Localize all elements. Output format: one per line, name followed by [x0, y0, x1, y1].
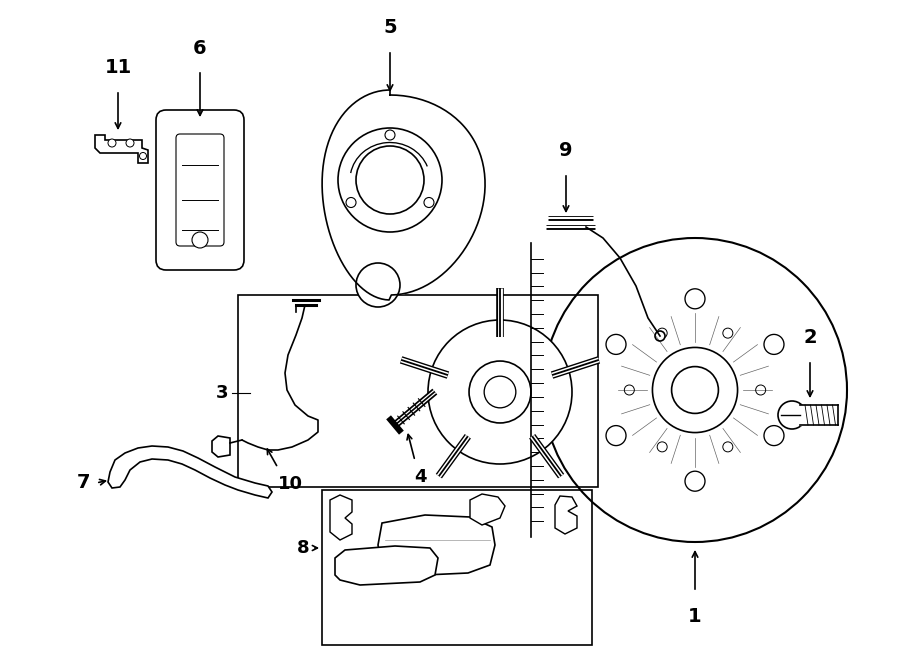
Text: 3: 3: [215, 384, 228, 402]
Text: 7: 7: [76, 473, 90, 492]
Circle shape: [685, 289, 705, 309]
Text: 2: 2: [803, 328, 817, 347]
Circle shape: [428, 320, 572, 464]
Polygon shape: [330, 495, 352, 540]
Text: 5: 5: [383, 18, 397, 37]
Circle shape: [346, 198, 356, 208]
Polygon shape: [322, 90, 485, 300]
Circle shape: [764, 334, 784, 354]
Circle shape: [356, 263, 400, 307]
Circle shape: [126, 139, 134, 147]
Text: 11: 11: [104, 58, 131, 77]
Circle shape: [778, 401, 806, 429]
FancyBboxPatch shape: [156, 110, 244, 270]
Circle shape: [424, 198, 434, 208]
Circle shape: [657, 328, 667, 338]
Circle shape: [655, 331, 665, 341]
Circle shape: [756, 385, 766, 395]
Polygon shape: [470, 494, 505, 525]
Text: 10: 10: [277, 475, 302, 493]
Circle shape: [764, 426, 784, 446]
Text: 1: 1: [688, 607, 702, 626]
Circle shape: [484, 376, 516, 408]
Circle shape: [338, 128, 442, 232]
Polygon shape: [335, 546, 438, 585]
Circle shape: [723, 442, 733, 452]
Circle shape: [685, 471, 705, 491]
Circle shape: [385, 130, 395, 140]
Circle shape: [671, 367, 718, 413]
Text: 4: 4: [414, 468, 427, 486]
Circle shape: [469, 361, 531, 423]
Circle shape: [356, 146, 424, 214]
Text: 8: 8: [297, 539, 310, 557]
Circle shape: [606, 426, 626, 446]
Polygon shape: [108, 446, 272, 498]
Polygon shape: [378, 515, 495, 575]
Polygon shape: [212, 436, 230, 457]
Circle shape: [192, 232, 208, 248]
Polygon shape: [95, 135, 148, 163]
Circle shape: [652, 348, 738, 432]
Circle shape: [606, 334, 626, 354]
Circle shape: [625, 385, 634, 395]
Circle shape: [543, 238, 847, 542]
Bar: [322, 490, 592, 645]
Circle shape: [657, 442, 667, 452]
Circle shape: [140, 153, 147, 159]
Circle shape: [723, 328, 733, 338]
Text: 9: 9: [559, 141, 572, 160]
Bar: [238, 295, 598, 487]
Text: 6: 6: [194, 39, 207, 58]
Polygon shape: [555, 496, 577, 534]
Circle shape: [108, 139, 116, 147]
